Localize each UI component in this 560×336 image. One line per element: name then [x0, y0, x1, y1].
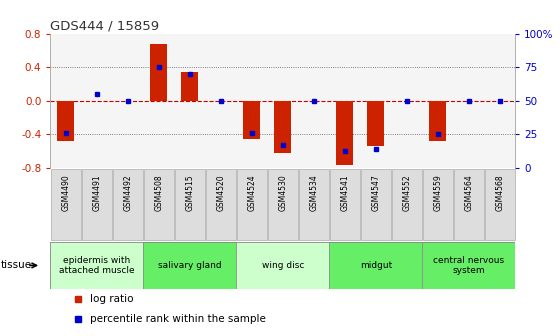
FancyBboxPatch shape — [299, 169, 329, 241]
Bar — [367, 101, 384, 146]
FancyBboxPatch shape — [143, 242, 236, 289]
Text: GSM4530: GSM4530 — [278, 174, 287, 211]
FancyBboxPatch shape — [51, 169, 81, 241]
FancyBboxPatch shape — [423, 169, 452, 241]
Bar — [181, 72, 198, 101]
FancyBboxPatch shape — [454, 169, 484, 241]
FancyBboxPatch shape — [268, 169, 298, 241]
FancyBboxPatch shape — [144, 169, 174, 241]
Text: GSM4564: GSM4564 — [464, 174, 473, 211]
Text: GSM4508: GSM4508 — [155, 174, 164, 211]
FancyBboxPatch shape — [329, 242, 422, 289]
Text: GSM4490: GSM4490 — [62, 174, 71, 211]
FancyBboxPatch shape — [361, 169, 391, 241]
Text: GSM4515: GSM4515 — [185, 174, 194, 211]
FancyBboxPatch shape — [237, 169, 267, 241]
FancyBboxPatch shape — [422, 242, 515, 289]
Text: GSM4520: GSM4520 — [216, 174, 225, 211]
FancyBboxPatch shape — [485, 169, 515, 241]
Text: GSM4559: GSM4559 — [433, 174, 442, 211]
Text: midgut: midgut — [360, 261, 392, 270]
Text: GSM4541: GSM4541 — [340, 174, 349, 211]
Text: salivary gland: salivary gland — [158, 261, 222, 270]
Bar — [336, 101, 353, 165]
FancyBboxPatch shape — [175, 169, 205, 241]
FancyBboxPatch shape — [113, 169, 143, 241]
Text: wing disc: wing disc — [262, 261, 304, 270]
Text: central nervous
system: central nervous system — [433, 256, 505, 275]
Bar — [150, 44, 167, 101]
Text: GSM4492: GSM4492 — [123, 174, 132, 211]
Text: tissue: tissue — [1, 260, 32, 270]
Text: epidermis with
attached muscle: epidermis with attached muscle — [59, 256, 135, 275]
Bar — [429, 101, 446, 141]
FancyBboxPatch shape — [82, 169, 112, 241]
Text: GSM4547: GSM4547 — [371, 174, 380, 211]
Text: log ratio: log ratio — [90, 294, 133, 304]
FancyBboxPatch shape — [392, 169, 422, 241]
Text: percentile rank within the sample: percentile rank within the sample — [90, 314, 266, 324]
FancyBboxPatch shape — [330, 169, 360, 241]
Text: GSM4568: GSM4568 — [495, 174, 504, 211]
FancyBboxPatch shape — [236, 242, 329, 289]
Text: GDS444 / 15859: GDS444 / 15859 — [50, 19, 160, 33]
FancyBboxPatch shape — [206, 169, 236, 241]
Text: GSM4552: GSM4552 — [402, 174, 411, 211]
Bar — [57, 101, 74, 141]
Text: GSM4534: GSM4534 — [309, 174, 318, 211]
Bar — [243, 101, 260, 139]
Text: GSM4491: GSM4491 — [92, 174, 101, 211]
FancyBboxPatch shape — [50, 242, 143, 289]
Text: GSM4524: GSM4524 — [248, 174, 256, 211]
Bar — [274, 101, 291, 153]
